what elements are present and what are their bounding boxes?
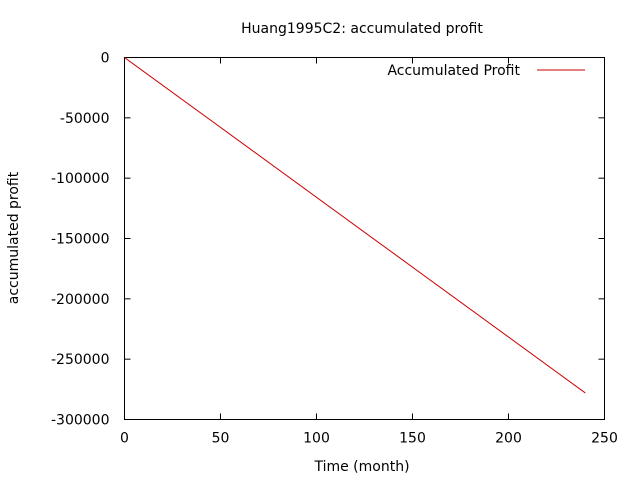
x-tick-label: 200 [495, 431, 522, 447]
y-tick-label: -150000 [51, 232, 110, 248]
x-tick-label: 0 [120, 431, 129, 447]
y-tick-label: -250000 [51, 352, 110, 368]
x-axis: 0 50 100 150 200 250 [120, 57, 618, 447]
y-axis-label: accumulated profit [6, 171, 22, 304]
plot-frame [124, 57, 605, 420]
legend-label: Accumulated Profit [387, 63, 520, 79]
x-axis-label: Time (month) [313, 459, 409, 475]
y-tick-label: -100000 [51, 171, 110, 187]
y-axis: 0 -50000 -100000 -150000 -200000 -250000 -3000… [51, 51, 605, 429]
x-tick-label: 150 [399, 431, 426, 447]
chart-title: Huang1995C2: accumulated profit [241, 21, 483, 37]
y-tick-label: -50000 [60, 111, 110, 127]
series-line [124, 57, 586, 394]
x-tick-label: 50 [212, 431, 230, 447]
series-layer [124, 57, 586, 394]
y-tick-label: -300000 [51, 413, 110, 429]
y-tick-label: 0 [101, 51, 110, 67]
x-tick-label: 100 [303, 431, 330, 447]
x-tick-label: 250 [591, 431, 618, 447]
legend: Accumulated Profit [387, 63, 585, 79]
y-tick-label: -200000 [51, 292, 110, 308]
